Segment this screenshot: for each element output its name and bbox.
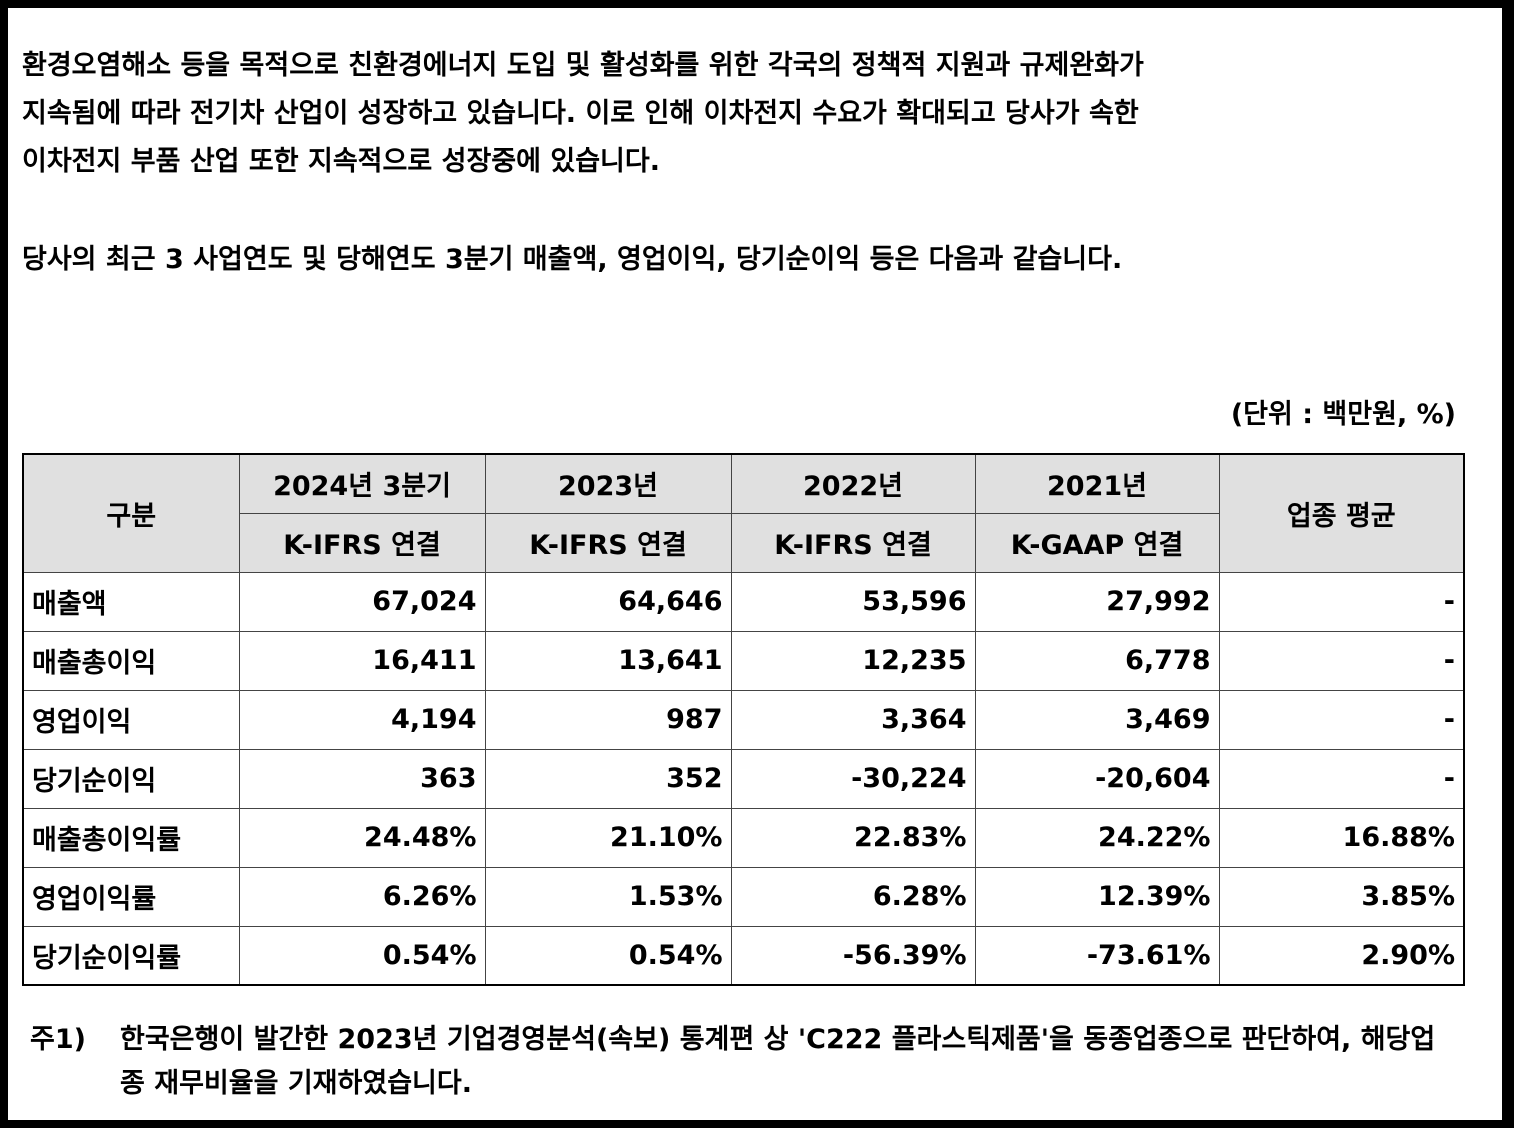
- table-cell: 67,024: [238, 571, 486, 632]
- table-cell: 24.22%: [974, 807, 1220, 868]
- table-cell: 987: [484, 689, 732, 750]
- table-cell: 13,641: [484, 630, 732, 691]
- table-cell: 1.53%: [484, 866, 732, 927]
- table-cell: 0.54%: [238, 925, 486, 986]
- table-row: 매출총이익 16,411 13,641 12,235 6,778-: [22, 630, 1465, 691]
- table-cell: -30,224: [730, 748, 976, 809]
- header-row-basis: K-IFRS 연결 K-IFRS 연결 K-IFRS 연결 K-GAAP 연결: [23, 512, 1464, 573]
- table-cell: 12.39%: [974, 866, 1220, 927]
- row-label: 매출액: [22, 571, 240, 632]
- financial-table: 구분 2024년 3분기 2023년 2022년 2021년 업종 평균 K-I…: [22, 453, 1465, 986]
- footnote-text: 한국은행이 발간한 2023년 기업경영분석(속보) 통계편 상 'C222 플…: [120, 1024, 1436, 1099]
- table-cell: -: [1218, 748, 1465, 809]
- table-cell: -56.39%: [730, 925, 976, 986]
- table-cell: -: [1218, 630, 1465, 691]
- document-page: 환경오염해소 등을 목적으로 친환경에너지 도입 및 활성화를 위한 각국의 정…: [8, 8, 1502, 1120]
- row-label: 영업이익: [22, 689, 240, 750]
- table-cell: 6,778: [974, 630, 1220, 691]
- table-cell: 3,364: [730, 689, 976, 750]
- table-cell: 12,235: [730, 630, 976, 691]
- table-cell: 64,646: [484, 571, 732, 632]
- header-period-basis: K-IFRS 연결: [484, 512, 732, 573]
- intro-paragraph: 환경오염해소 등을 목적으로 친환경에너지 도입 및 활성화를 위한 각국의 정…: [22, 50, 1144, 177]
- summary-paragraph: 당사의 최근 3 사업연도 및 당해연도 3분기 매출액, 영업이익, 당기순이…: [22, 244, 1123, 275]
- table-cell: -73.61%: [974, 925, 1220, 986]
- table-cell: 0.54%: [484, 925, 732, 986]
- table-cell: 3.85%: [1218, 866, 1465, 927]
- header-period-year: 2023년: [484, 453, 732, 514]
- header-period-basis: K-IFRS 연결: [238, 512, 486, 573]
- table-cell: 21.10%: [484, 807, 732, 868]
- header-row-years: 구분 2024년 3분기 2023년 2022년 2021년 업종 평균: [22, 453, 1465, 573]
- table-cell: 53,596: [730, 571, 976, 632]
- row-label: 당기순이익: [22, 748, 240, 809]
- table-cell: 363: [238, 748, 486, 809]
- table-body: 매출액 67,024 64,646 53,596 27,992- 매출총이익 16,411 1…: [22, 571, 1465, 986]
- table-cell: 6.26%: [238, 866, 486, 927]
- table-cell: -: [1218, 689, 1465, 750]
- table-row: 당기순이익률 0.54% 0.54% -56.39% -73.61% 2.90%: [22, 925, 1465, 986]
- header-period-basis: K-GAAP 연결: [974, 512, 1220, 573]
- footnote-mark: 주1): [30, 1024, 86, 1055]
- table-cell: 6.28%: [730, 866, 976, 927]
- table-cell: 16,411: [238, 630, 486, 691]
- table-cell: 352: [484, 748, 732, 809]
- row-label: 매출총이익: [22, 630, 240, 691]
- header-period-basis: K-IFRS 연결: [730, 512, 976, 573]
- table-cell: 27,992: [974, 571, 1220, 632]
- header-industry-average: 업종 평균: [1218, 453, 1465, 573]
- table-cell: -: [1218, 571, 1465, 632]
- table-cell: 2.90%: [1218, 925, 1465, 986]
- table-cell: 24.48%: [238, 807, 486, 868]
- header-period-year: 2024년 3분기: [238, 453, 486, 514]
- unit-label: (단위 : 백만원, %): [1230, 399, 1456, 430]
- row-label: 영업이익률: [22, 866, 240, 927]
- table-cell: -20,604: [974, 748, 1220, 809]
- table-row: 매출액 67,024 64,646 53,596 27,992-: [22, 571, 1465, 632]
- table-cell: 22.83%: [730, 807, 976, 868]
- footnote: 주1) 한국은행이 발간한 2023년 기업경영분석(속보) 통계편 상 'C2…: [30, 1018, 1450, 1106]
- table-row: 영업이익 4,194 987 3,364 3,469-: [22, 689, 1465, 750]
- header-category: 구분: [22, 453, 240, 573]
- row-label: 매출총이익률: [22, 807, 240, 868]
- table-row: 영업이익률 6.26% 1.53% 6.28% 12.39% 3.85%: [22, 866, 1465, 927]
- table-row: 매출총이익률 24.48% 21.10% 22.83% 24.22% 16.88%: [22, 807, 1465, 868]
- row-label: 당기순이익률: [22, 925, 240, 986]
- header-period-year: 2022년: [730, 453, 976, 514]
- table-cell: 16.88%: [1218, 807, 1465, 868]
- table-row: 당기순이익 363 352 -30,224 -20,604-: [22, 748, 1465, 809]
- table-cell: 4,194: [238, 689, 486, 750]
- header-period-year: 2021년: [974, 453, 1220, 514]
- table-cell: 3,469: [974, 689, 1220, 750]
